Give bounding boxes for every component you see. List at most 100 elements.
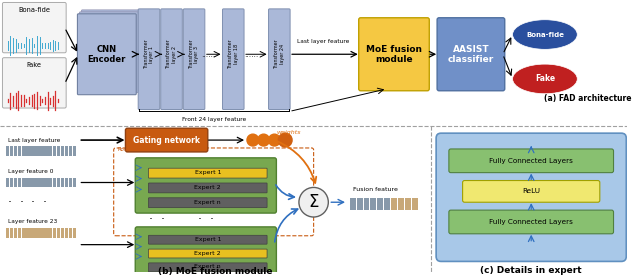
Bar xyxy=(371,198,376,210)
Text: Transformer
layer 2: Transformer layer 2 xyxy=(166,39,177,69)
Bar xyxy=(10,177,13,187)
Text: (c) Details in expert: (c) Details in expert xyxy=(481,266,582,275)
Bar xyxy=(49,177,52,187)
Bar xyxy=(61,228,64,238)
Bar xyxy=(57,146,60,156)
FancyBboxPatch shape xyxy=(183,9,205,110)
Bar xyxy=(65,177,68,187)
Bar xyxy=(378,198,383,210)
Bar xyxy=(53,228,56,238)
FancyBboxPatch shape xyxy=(449,210,614,234)
Bar xyxy=(49,228,52,238)
Text: Transformer
layer 3: Transformer layer 3 xyxy=(189,39,200,69)
Bar xyxy=(26,177,29,187)
Text: CNN
Encoder: CNN Encoder xyxy=(88,44,126,64)
Bar xyxy=(364,198,369,210)
FancyBboxPatch shape xyxy=(358,18,429,91)
FancyBboxPatch shape xyxy=(135,158,276,213)
Bar xyxy=(22,146,25,156)
FancyBboxPatch shape xyxy=(81,10,140,91)
Ellipse shape xyxy=(513,20,577,49)
FancyBboxPatch shape xyxy=(148,249,267,258)
FancyBboxPatch shape xyxy=(3,58,66,108)
Bar xyxy=(33,146,36,156)
Text: Front 24 layer feature: Front 24 layer feature xyxy=(182,117,246,122)
Bar xyxy=(68,228,72,238)
FancyBboxPatch shape xyxy=(148,198,267,208)
Bar xyxy=(26,228,29,238)
Text: ·  ·: · · xyxy=(198,214,214,227)
Bar xyxy=(6,177,10,187)
Text: AASIST
classifier: AASIST classifier xyxy=(448,44,494,64)
Text: ......: ...... xyxy=(244,50,258,59)
Text: Transformer
layer 24: Transformer layer 24 xyxy=(274,39,285,69)
Text: Bona-fide: Bona-fide xyxy=(526,31,564,38)
Bar xyxy=(72,228,76,238)
Bar xyxy=(398,198,404,210)
Bar xyxy=(37,177,41,187)
Bar xyxy=(22,177,25,187)
Circle shape xyxy=(299,187,328,217)
Text: Expert n: Expert n xyxy=(195,200,221,205)
Circle shape xyxy=(258,134,269,146)
Text: Transformer
layer 1: Transformer layer 1 xyxy=(143,39,154,69)
Bar xyxy=(33,228,36,238)
FancyBboxPatch shape xyxy=(77,14,136,95)
Text: ·  ·: · · xyxy=(31,196,47,209)
Text: Layer feature 23: Layer feature 23 xyxy=(8,219,57,224)
Circle shape xyxy=(269,134,280,146)
Text: Expert n: Expert n xyxy=(195,264,221,269)
Bar xyxy=(45,146,49,156)
Text: Fully Connected Layers: Fully Connected Layers xyxy=(489,219,573,225)
Bar xyxy=(49,146,52,156)
Bar xyxy=(13,177,17,187)
Text: Expert 2: Expert 2 xyxy=(195,251,221,256)
Bar xyxy=(384,198,390,210)
Bar xyxy=(45,228,49,238)
FancyBboxPatch shape xyxy=(125,128,208,152)
FancyBboxPatch shape xyxy=(161,9,182,110)
Text: MoE fusion
module: MoE fusion module xyxy=(366,44,422,64)
Text: Last layer feature: Last layer feature xyxy=(297,39,349,44)
Bar xyxy=(26,146,29,156)
FancyBboxPatch shape xyxy=(436,133,627,261)
Bar xyxy=(6,228,10,238)
FancyBboxPatch shape xyxy=(148,183,267,193)
Bar xyxy=(68,177,72,187)
Text: Fake: Fake xyxy=(535,75,555,83)
Text: Gating network: Gating network xyxy=(133,136,200,145)
FancyBboxPatch shape xyxy=(3,2,66,53)
Bar xyxy=(404,198,411,210)
Text: Expert 1: Expert 1 xyxy=(195,170,221,175)
FancyBboxPatch shape xyxy=(223,9,244,110)
FancyBboxPatch shape xyxy=(437,18,505,91)
Bar xyxy=(13,228,17,238)
Text: Expert 2: Expert 2 xyxy=(195,185,221,190)
Bar xyxy=(13,146,17,156)
Bar xyxy=(18,146,21,156)
Bar xyxy=(22,228,25,238)
FancyBboxPatch shape xyxy=(135,227,276,276)
FancyBboxPatch shape xyxy=(148,263,267,272)
FancyBboxPatch shape xyxy=(138,9,160,110)
Bar xyxy=(72,177,76,187)
Text: Fully Connected Layers: Fully Connected Layers xyxy=(489,158,573,164)
Bar xyxy=(53,146,56,156)
Bar xyxy=(391,198,397,210)
FancyBboxPatch shape xyxy=(463,181,600,202)
Bar xyxy=(29,146,33,156)
Text: Expert 1: Expert 1 xyxy=(195,237,221,242)
Circle shape xyxy=(247,134,259,146)
Bar xyxy=(10,228,13,238)
Bar xyxy=(29,177,33,187)
Bar xyxy=(33,177,36,187)
Bar xyxy=(61,177,64,187)
FancyBboxPatch shape xyxy=(79,12,138,93)
Bar xyxy=(65,228,68,238)
Text: Router: Router xyxy=(118,147,136,152)
Text: (b) MoE fusion module: (b) MoE fusion module xyxy=(158,267,273,276)
FancyBboxPatch shape xyxy=(148,235,267,244)
Ellipse shape xyxy=(513,64,577,94)
Text: Layer feature 0: Layer feature 0 xyxy=(8,169,53,174)
Bar xyxy=(18,228,21,238)
